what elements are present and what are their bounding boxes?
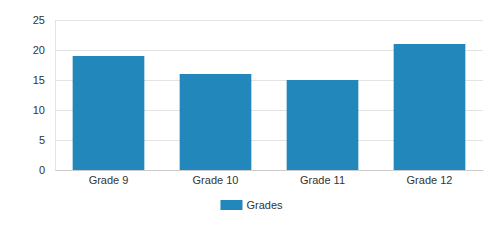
bars — [73, 44, 466, 170]
y-tick: 10 — [33, 104, 55, 116]
y-axis: 0 5 10 15 20 25 — [33, 14, 56, 176]
chart: 0 5 10 15 20 25 Grade 9 Grade 10 Grade 11 Grade 1… — [0, 0, 503, 228]
bar — [180, 74, 252, 170]
x-axis: Grade 9 Grade 10 Grade 11 Grade 12 — [56, 170, 484, 186]
y-axis-line — [55, 21, 56, 171]
y-tick: 0 — [39, 164, 55, 176]
bar — [73, 56, 145, 170]
x-tick-label: Grade 12 — [407, 174, 453, 186]
x-tick-label: Grade 11 — [300, 174, 345, 186]
x-tick-label: Grade 10 — [193, 174, 239, 186]
x-tick: Grade 12 — [407, 170, 453, 186]
y-tick: 5 — [39, 134, 55, 146]
bar — [287, 80, 359, 170]
y-tick-label: 20 — [33, 44, 45, 56]
y-tick-label: 10 — [33, 104, 45, 116]
y-tick-label: 0 — [39, 164, 45, 176]
y-tick-label: 15 — [33, 74, 45, 86]
x-tick: Grade 9 — [89, 170, 129, 186]
legend-swatch — [220, 200, 242, 210]
bar — [394, 44, 466, 170]
x-tick: Grade 10 — [193, 170, 239, 186]
grid-line — [55, 20, 483, 21]
y-tick: 25 — [33, 14, 55, 26]
legend: Grades — [220, 199, 283, 211]
y-tick: 20 — [33, 44, 55, 56]
x-axis-line — [56, 170, 484, 171]
x-tick-label: Grade 9 — [89, 174, 129, 186]
x-tick: Grade 11 — [300, 170, 345, 186]
plot: 0 5 10 15 20 25 Grade 9 Grade 10 Grade 11 Grade 1… — [33, 14, 484, 186]
grid — [55, 20, 483, 170]
y-tick: 15 — [33, 74, 55, 86]
y-tick-label: 25 — [33, 14, 45, 26]
legend-label: Grades — [246, 199, 283, 211]
y-tick-label: 5 — [39, 134, 45, 146]
